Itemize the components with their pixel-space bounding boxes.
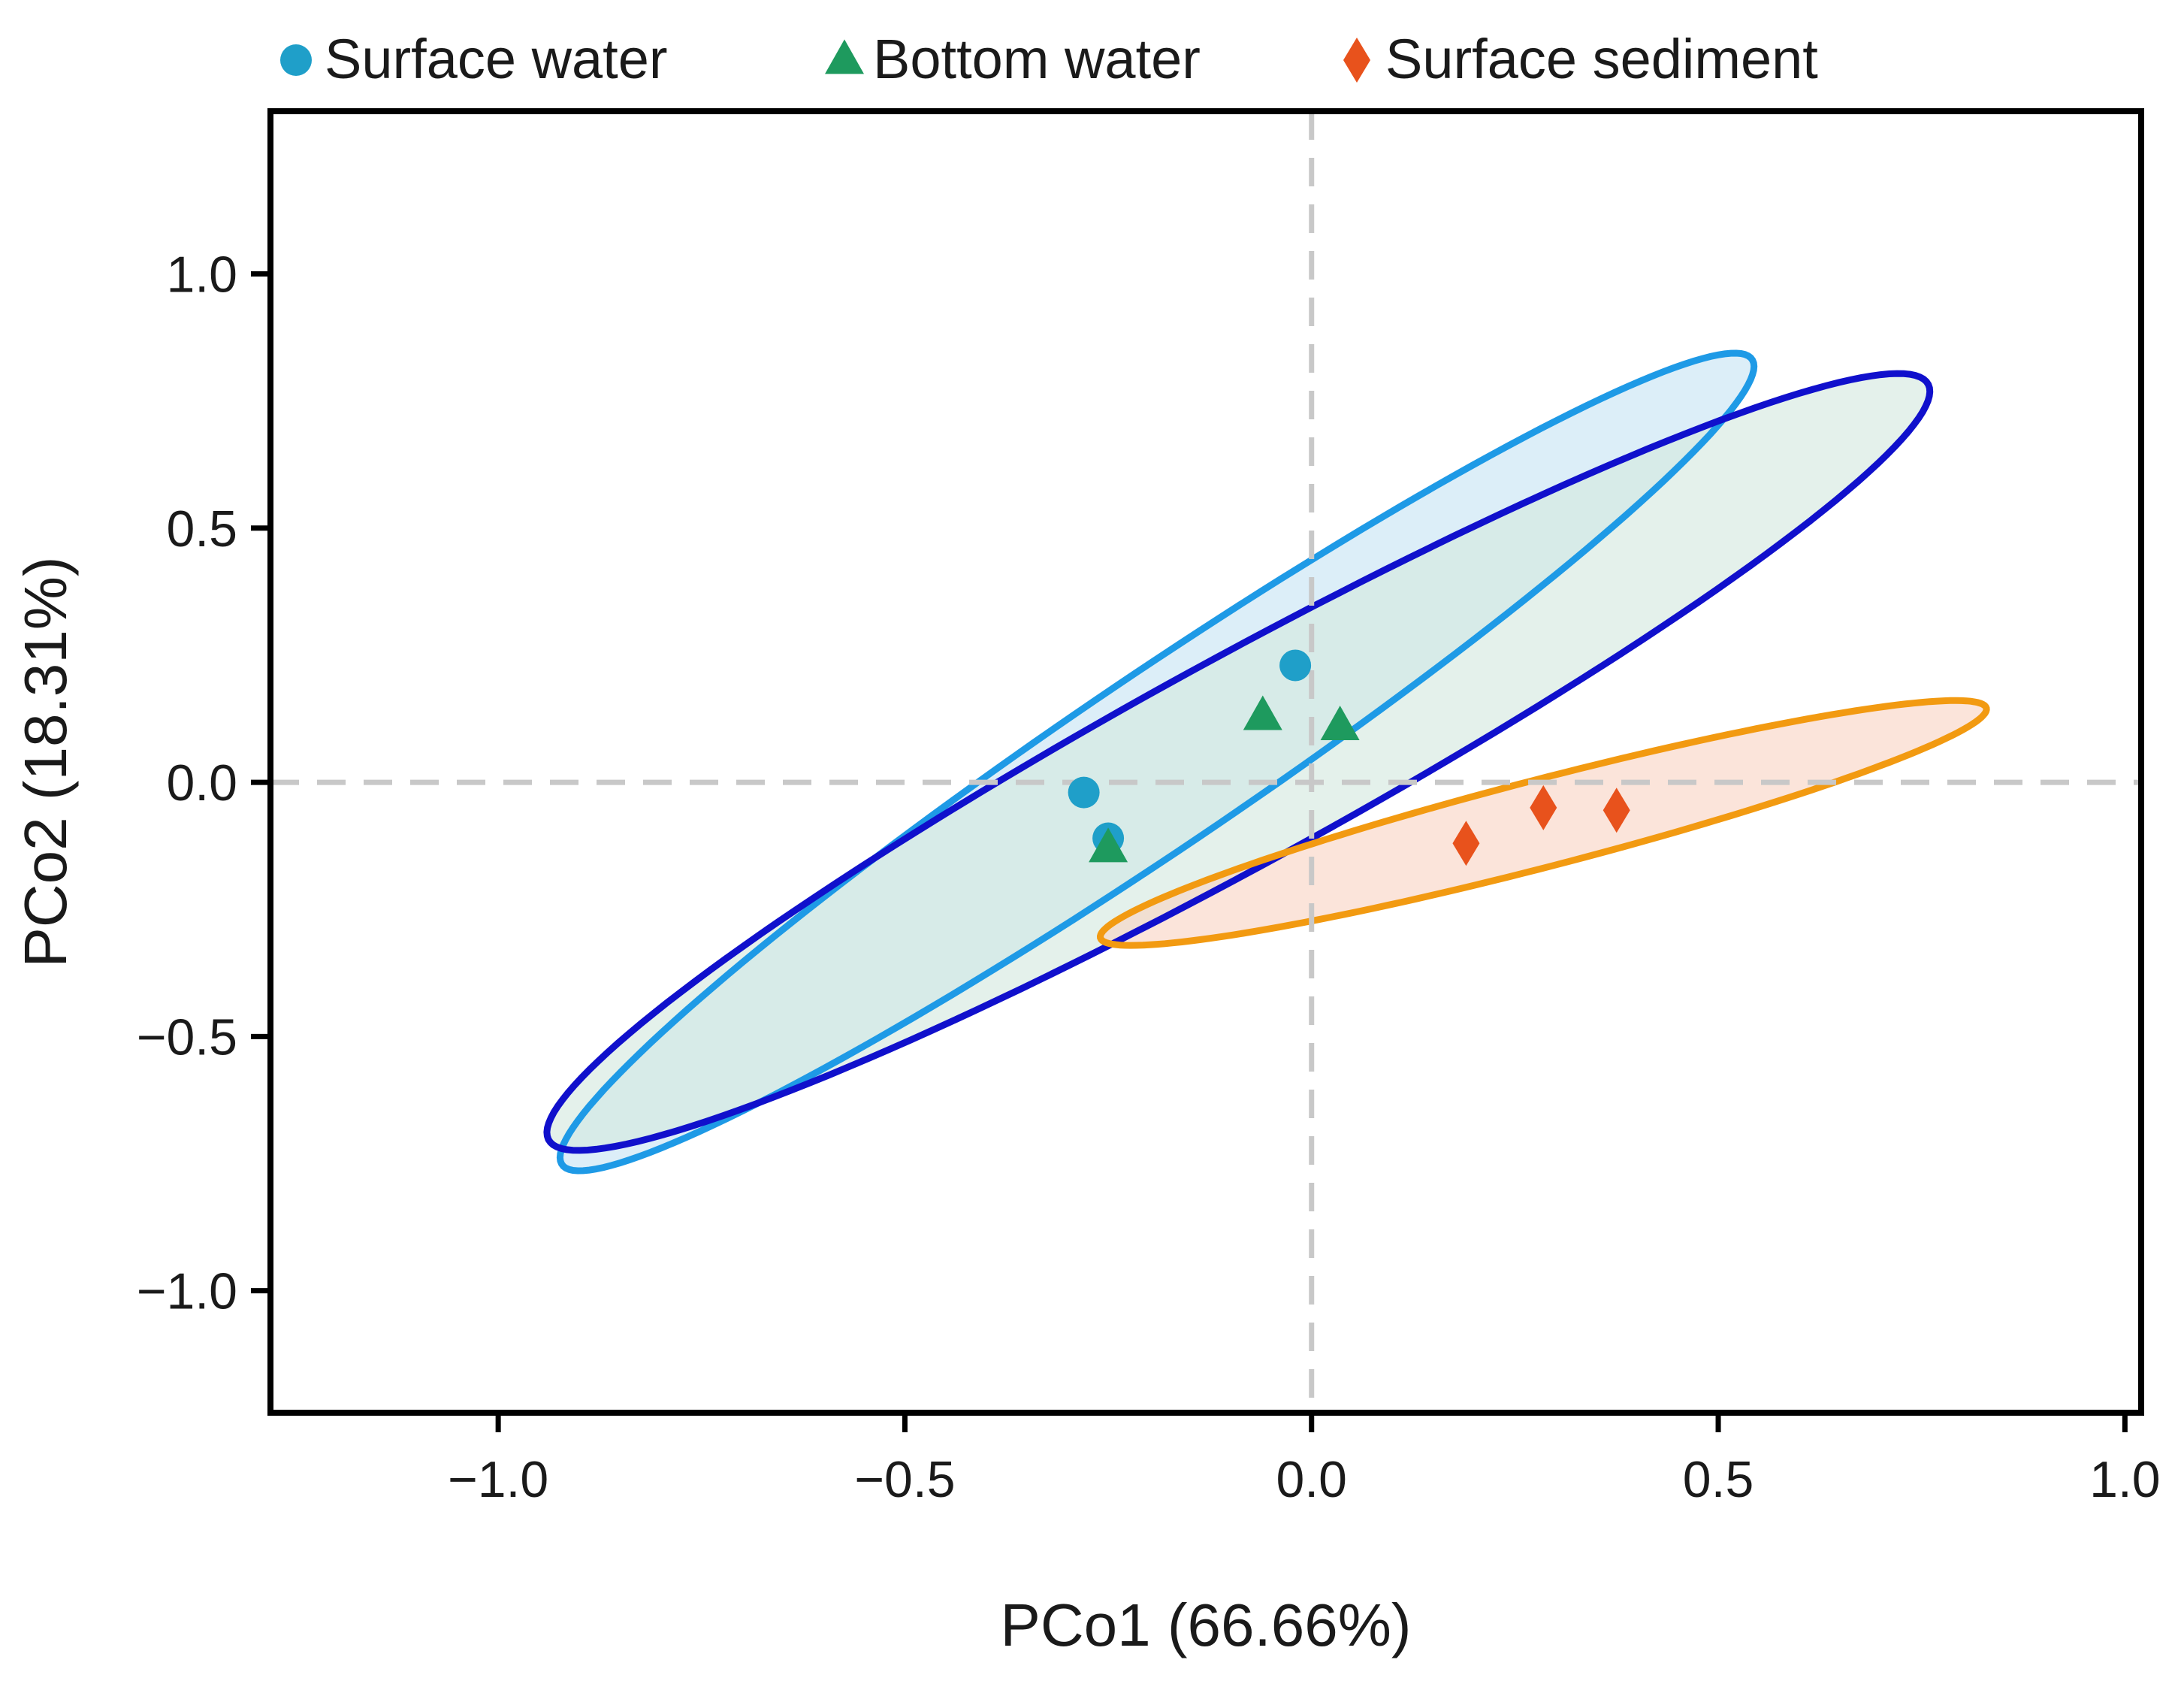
x-axis: −1.0 −0.5 0.0 0.5 1.0	[448, 1413, 2161, 1508]
surface-water-point	[1279, 649, 1312, 682]
surface-sediment-point	[1452, 821, 1480, 866]
surface-sediment-point	[1603, 788, 1630, 833]
legend-marker-triangle	[825, 39, 864, 74]
x-axis-title: PCo1 (66.66%)	[1001, 1592, 1412, 1658]
legend-marker-circle	[280, 44, 312, 76]
bottom-water-point	[1243, 695, 1282, 730]
x-tick-label: 1.0	[2089, 1451, 2161, 1508]
legend-label: Surface water	[325, 28, 668, 90]
surface-water-ellipse-outline	[556, 349, 1758, 1175]
y-tick-label: 0.0	[166, 754, 237, 812]
y-tick-label: 0.5	[166, 500, 237, 558]
x-tick-label: −1.0	[448, 1451, 548, 1508]
confidence-ellipses	[543, 349, 1990, 1175]
reference-lines	[270, 111, 2141, 1413]
legend-marker-diamond	[1343, 38, 1370, 83]
x-tick-label: −0.5	[854, 1451, 955, 1508]
surface-water-point	[1068, 776, 1100, 809]
surface-sediment-ellipse-outline	[1096, 697, 1990, 949]
bottom-water-point	[1089, 827, 1128, 863]
legend-label: Surface sediment	[1385, 28, 1818, 90]
surface-sediment-point	[1530, 785, 1557, 830]
legend-item-surface-water: Surface water	[280, 28, 668, 90]
y-tick-label: −0.5	[137, 1008, 237, 1066]
y-axis: −1.0 −0.5 0.0 0.5 1.0	[137, 246, 270, 1320]
legend-item-surface-sediment: Surface sediment	[1343, 28, 1818, 90]
y-tick-label: 1.0	[166, 246, 237, 304]
x-tick-label: 0.0	[1276, 1451, 1347, 1508]
legend-label: Bottom water	[873, 28, 1201, 90]
bottom-water-point	[1320, 706, 1360, 741]
bottom-water-ellipse-outline	[543, 370, 1934, 1154]
legend: Surface water Bottom water Surface sedimen…	[280, 28, 1818, 90]
bottom-water-ellipse-fill	[546, 373, 1930, 1150]
x-tick-label: 0.5	[1683, 1451, 1754, 1508]
legend-item-bottom-water: Bottom water	[825, 28, 1201, 90]
y-tick-label: −1.0	[137, 1263, 237, 1320]
plot-area-frame	[267, 108, 2144, 1416]
y-axis-title: PCo2 (18.31%)	[12, 557, 79, 968]
data-points	[1068, 649, 1630, 866]
